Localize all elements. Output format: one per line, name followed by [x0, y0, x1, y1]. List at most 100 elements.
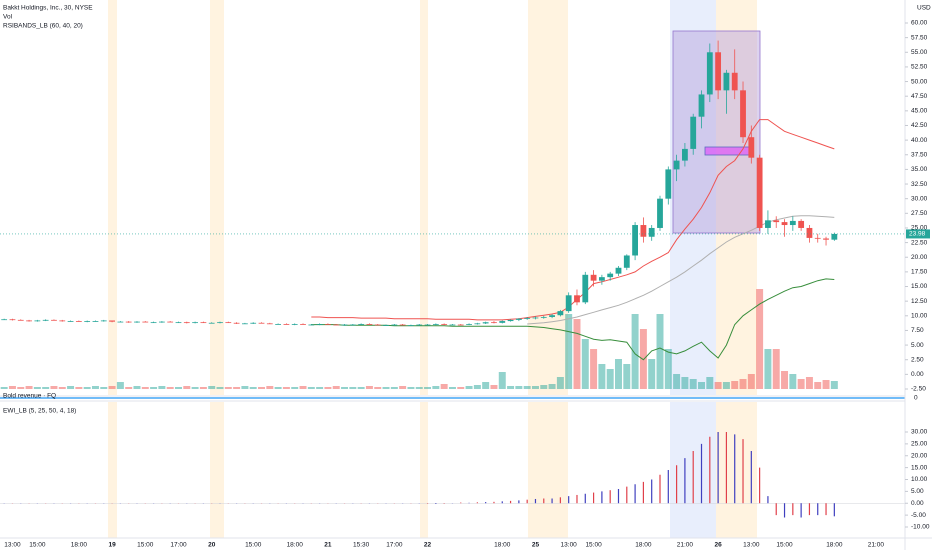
candle-body: [183, 322, 190, 324]
candle-body: [806, 227, 813, 238]
volume-bar: [291, 387, 299, 389]
candle-body: [75, 321, 82, 322]
volume-bar: [8, 386, 16, 389]
volume-bar: [805, 377, 813, 389]
candle-body: [366, 323, 373, 325]
volume-bar: [615, 359, 622, 389]
volume-bar: [17, 387, 25, 389]
session-band: [716, 0, 757, 395]
y-tick-label: 30.00: [911, 429, 928, 436]
session-band: [108, 402, 117, 538]
session-band: [420, 402, 428, 538]
y-tick-label: 55.00: [911, 49, 928, 56]
candle-body: [59, 320, 66, 322]
volume-bar: [681, 377, 689, 389]
candle-body: [175, 322, 182, 324]
candle-body: [283, 323, 290, 325]
last-price-box: [906, 229, 930, 239]
candle-body: [831, 233, 838, 240]
volume-bar: [324, 387, 332, 389]
x-tick-label: 15:00: [776, 542, 793, 549]
volume-bar: [465, 386, 473, 389]
candle-body: [374, 324, 381, 326]
volume-label: Vol: [3, 14, 13, 21]
candle-body: [167, 321, 174, 323]
volume-bar: [432, 386, 440, 389]
candle-body: [250, 322, 257, 324]
candle-body: [474, 323, 481, 325]
volume-bar: [482, 382, 490, 389]
candle-body: [34, 320, 41, 322]
candle-body: [217, 322, 223, 324]
x-tick-label: 19: [108, 542, 116, 549]
volume-bar: [0, 387, 8, 389]
candle-body: [432, 323, 439, 325]
volume-bar: [490, 385, 498, 389]
x-tick-label: 13:00: [743, 542, 760, 549]
candle-body: [200, 322, 207, 324]
candle-body: [615, 267, 622, 274]
candle-body: [673, 160, 680, 170]
candle-body: [117, 321, 124, 323]
volume-bar: [606, 369, 614, 389]
y-tick-label: 35.00: [911, 166, 928, 173]
volume-bar: [75, 387, 83, 389]
candle-body: [482, 322, 489, 324]
volume-bar: [390, 387, 398, 389]
volume-bar: [191, 387, 199, 389]
candle-body: [134, 321, 140, 323]
volume-bar: [448, 387, 456, 389]
candle-body: [42, 319, 49, 321]
x-tick-label: 17:00: [170, 542, 187, 549]
chart-title: Bakkt Holdings, Inc., 30, NYSE: [3, 5, 93, 12]
volume-bar: [274, 387, 282, 389]
volume-bar: [457, 387, 465, 389]
x-tick-label: 15:30: [353, 542, 370, 549]
candle-body: [648, 227, 655, 237]
candle-body: [598, 277, 605, 281]
x-tick-label: 15:00: [29, 542, 46, 549]
candle-body: [499, 321, 506, 323]
band-line: [311, 278, 835, 361]
x-tick-label: 20: [208, 542, 216, 549]
volume-bar: [648, 359, 656, 389]
volume-bar: [42, 387, 50, 389]
candle-body: [208, 322, 215, 324]
volume-bar: [689, 379, 697, 389]
last-price-label: 23.98: [909, 231, 926, 238]
volume-bar: [731, 381, 739, 389]
candle-body: [466, 323, 472, 325]
candle-body: [358, 323, 365, 325]
volume-bar: [498, 372, 506, 389]
y-tick-label: 27.50: [911, 210, 928, 217]
candle-body: [92, 321, 99, 322]
marks: [0, 40, 905, 518]
candle-body: [590, 274, 597, 281]
volume-bar: [125, 387, 133, 389]
volume-bar: [249, 387, 257, 389]
y-tick-label: 0.00: [911, 500, 924, 507]
candle-body: [258, 322, 265, 324]
volume-bar: [722, 382, 730, 389]
candle-body: [657, 198, 663, 228]
y-tick-label: 0.00: [911, 371, 924, 378]
volume-bar: [540, 385, 548, 389]
candle-body: [383, 325, 389, 326]
y-tick-label: 5.00: [911, 342, 924, 349]
volume-bar: [830, 381, 838, 389]
x-tick-label: 17:00: [386, 542, 403, 549]
candle-body: [233, 322, 240, 324]
candle-body: [399, 324, 406, 326]
candle-body: [17, 319, 24, 321]
y-tick-label: 50.00: [911, 78, 928, 85]
volume-bar: [141, 387, 149, 389]
y-tick-label: 17.50: [911, 269, 928, 276]
candle-body: [125, 321, 132, 323]
candle-body: [532, 317, 539, 319]
volume-bar: [58, 387, 66, 389]
volume-bar: [150, 387, 158, 389]
x-tick-label: 25: [532, 542, 540, 549]
candle-body: [715, 52, 722, 91]
candle-body: [565, 295, 572, 312]
candle-body: [781, 222, 788, 226]
